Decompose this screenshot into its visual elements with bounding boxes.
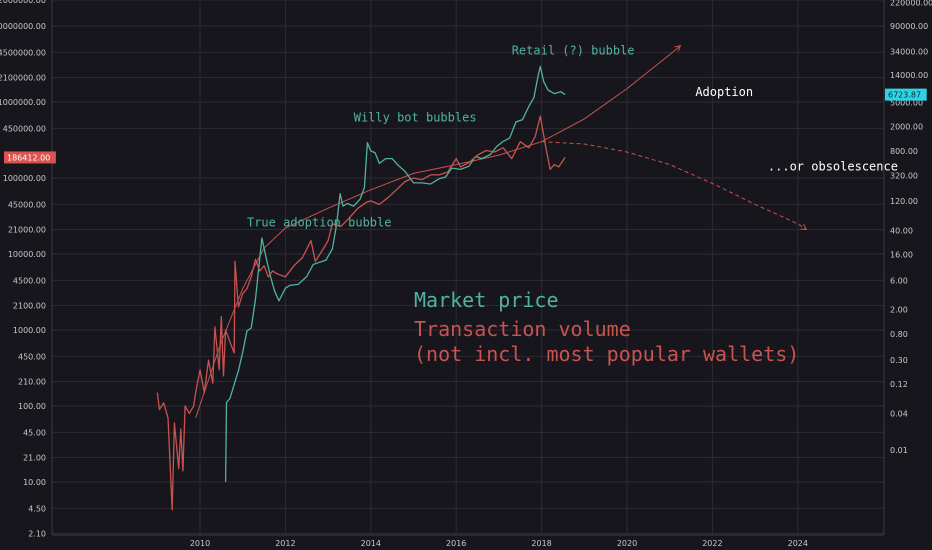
right-tick-label: 320.00: [890, 171, 918, 180]
right-tick-label: 0.01: [890, 446, 908, 455]
trendline-obsolescence: [541, 141, 807, 230]
left-tick-label: 10000.00: [8, 250, 46, 259]
x-tick-label: 2020: [617, 539, 637, 548]
left-tick-label: 2100.00: [13, 302, 46, 311]
x-tick-label: 2012: [275, 539, 295, 548]
right-tick-label: 16.00: [890, 251, 913, 260]
left-tick-label: 45000.00: [8, 200, 46, 209]
right-tick-label: 6.00: [890, 277, 908, 286]
right-tick-label: 120.00: [890, 197, 918, 206]
right-tick-label: 800.00: [890, 147, 918, 156]
x-tick-label: 2010: [190, 539, 210, 548]
left-tick-label: 1000000.00: [0, 98, 46, 107]
x-tick-label: 2022: [702, 539, 722, 548]
right-tick-label: 34000.00: [890, 48, 928, 57]
right-tick-label: 90000.00: [890, 22, 928, 31]
trendline-obsolescence-arrow: [800, 223, 808, 231]
right-current-value-badge-bg: [885, 88, 927, 101]
right-tick-label: 40.00: [890, 226, 913, 235]
x-tick-label: 2014: [361, 539, 381, 548]
left-tick-label: 4.50: [28, 504, 46, 513]
right-tick-label: 0.80: [890, 330, 908, 339]
left-tick-label: 450000.00: [3, 124, 46, 133]
right-tick-label: 2000.00: [890, 123, 923, 132]
trendline-adoption-arrow: [674, 45, 682, 52]
annotation-label: ...or obsolescence: [768, 160, 898, 174]
left-tick-label: 210.00: [18, 378, 46, 387]
right-tick-label: 0.30: [890, 356, 908, 365]
trendline-adoption: [195, 45, 681, 418]
legend-entry: Market price: [414, 288, 559, 312]
right-tick-label: 14000.00: [890, 71, 928, 80]
left-current-value-badge: 186412.00: [4, 151, 56, 164]
right-tick-label: 220000.00: [890, 0, 932, 7]
series-market-price: [224, 65, 566, 482]
left-tick-label: 450.00: [18, 352, 46, 361]
series-transaction-volume: [156, 115, 566, 511]
left-tick-label: 1000.00: [13, 326, 46, 335]
grid: [52, 0, 884, 535]
left-current-value-badge-bg: [4, 151, 56, 164]
right-tick-label: 0.12: [890, 380, 908, 389]
left-tick-label: 10000000.00: [0, 22, 46, 31]
trendlines: [195, 45, 808, 418]
left-tick-label: 100000.00: [3, 174, 46, 183]
legend-entry: (not incl. most popular wallets): [414, 342, 799, 366]
right-tick-label: 2.00: [890, 306, 908, 315]
right-current-value-badge: 6723.87: [885, 88, 927, 101]
annotation-label: Willy bot bubbles: [354, 111, 477, 125]
annotations: Retail (?) bubble Willy bot bubbles True a…: [247, 44, 898, 230]
left-tick-label: 100.00: [18, 402, 46, 411]
right-tick-label: 0.04: [890, 409, 908, 418]
annotation-label: Retail (?) bubble: [512, 44, 635, 58]
left-tick-label: 4500000.00: [0, 48, 46, 57]
left-tick-label: 10.00: [23, 478, 46, 487]
left-current-value-badge-label: 186412.00: [7, 153, 50, 162]
x-tick-label: 2018: [531, 539, 551, 548]
left-tick-label: 2.10: [28, 530, 46, 539]
annotation-label: Adoption: [695, 85, 753, 99]
left-tick-label: 21.00: [23, 454, 46, 463]
series: [156, 65, 566, 511]
right-tick-label: 5000.00: [890, 98, 923, 107]
annotation-label: True adoption bubble: [247, 216, 392, 230]
left-tick-label: 2100000.00: [0, 74, 46, 83]
x-tick-label: 2024: [788, 539, 808, 548]
legend-entry: Transaction volume: [414, 317, 631, 341]
left-tick-label: 45.00: [23, 428, 46, 437]
legend: Market price Transaction volume(not incl.…: [414, 288, 799, 366]
left-tick-label: 4500.00: [13, 276, 46, 285]
x-tick-label: 2016: [446, 539, 466, 548]
left-tick-label: 22000000.00: [0, 0, 46, 5]
left-tick-label: 21000.00: [8, 226, 46, 235]
right-current-value-badge-label: 6723.87: [888, 91, 921, 100]
